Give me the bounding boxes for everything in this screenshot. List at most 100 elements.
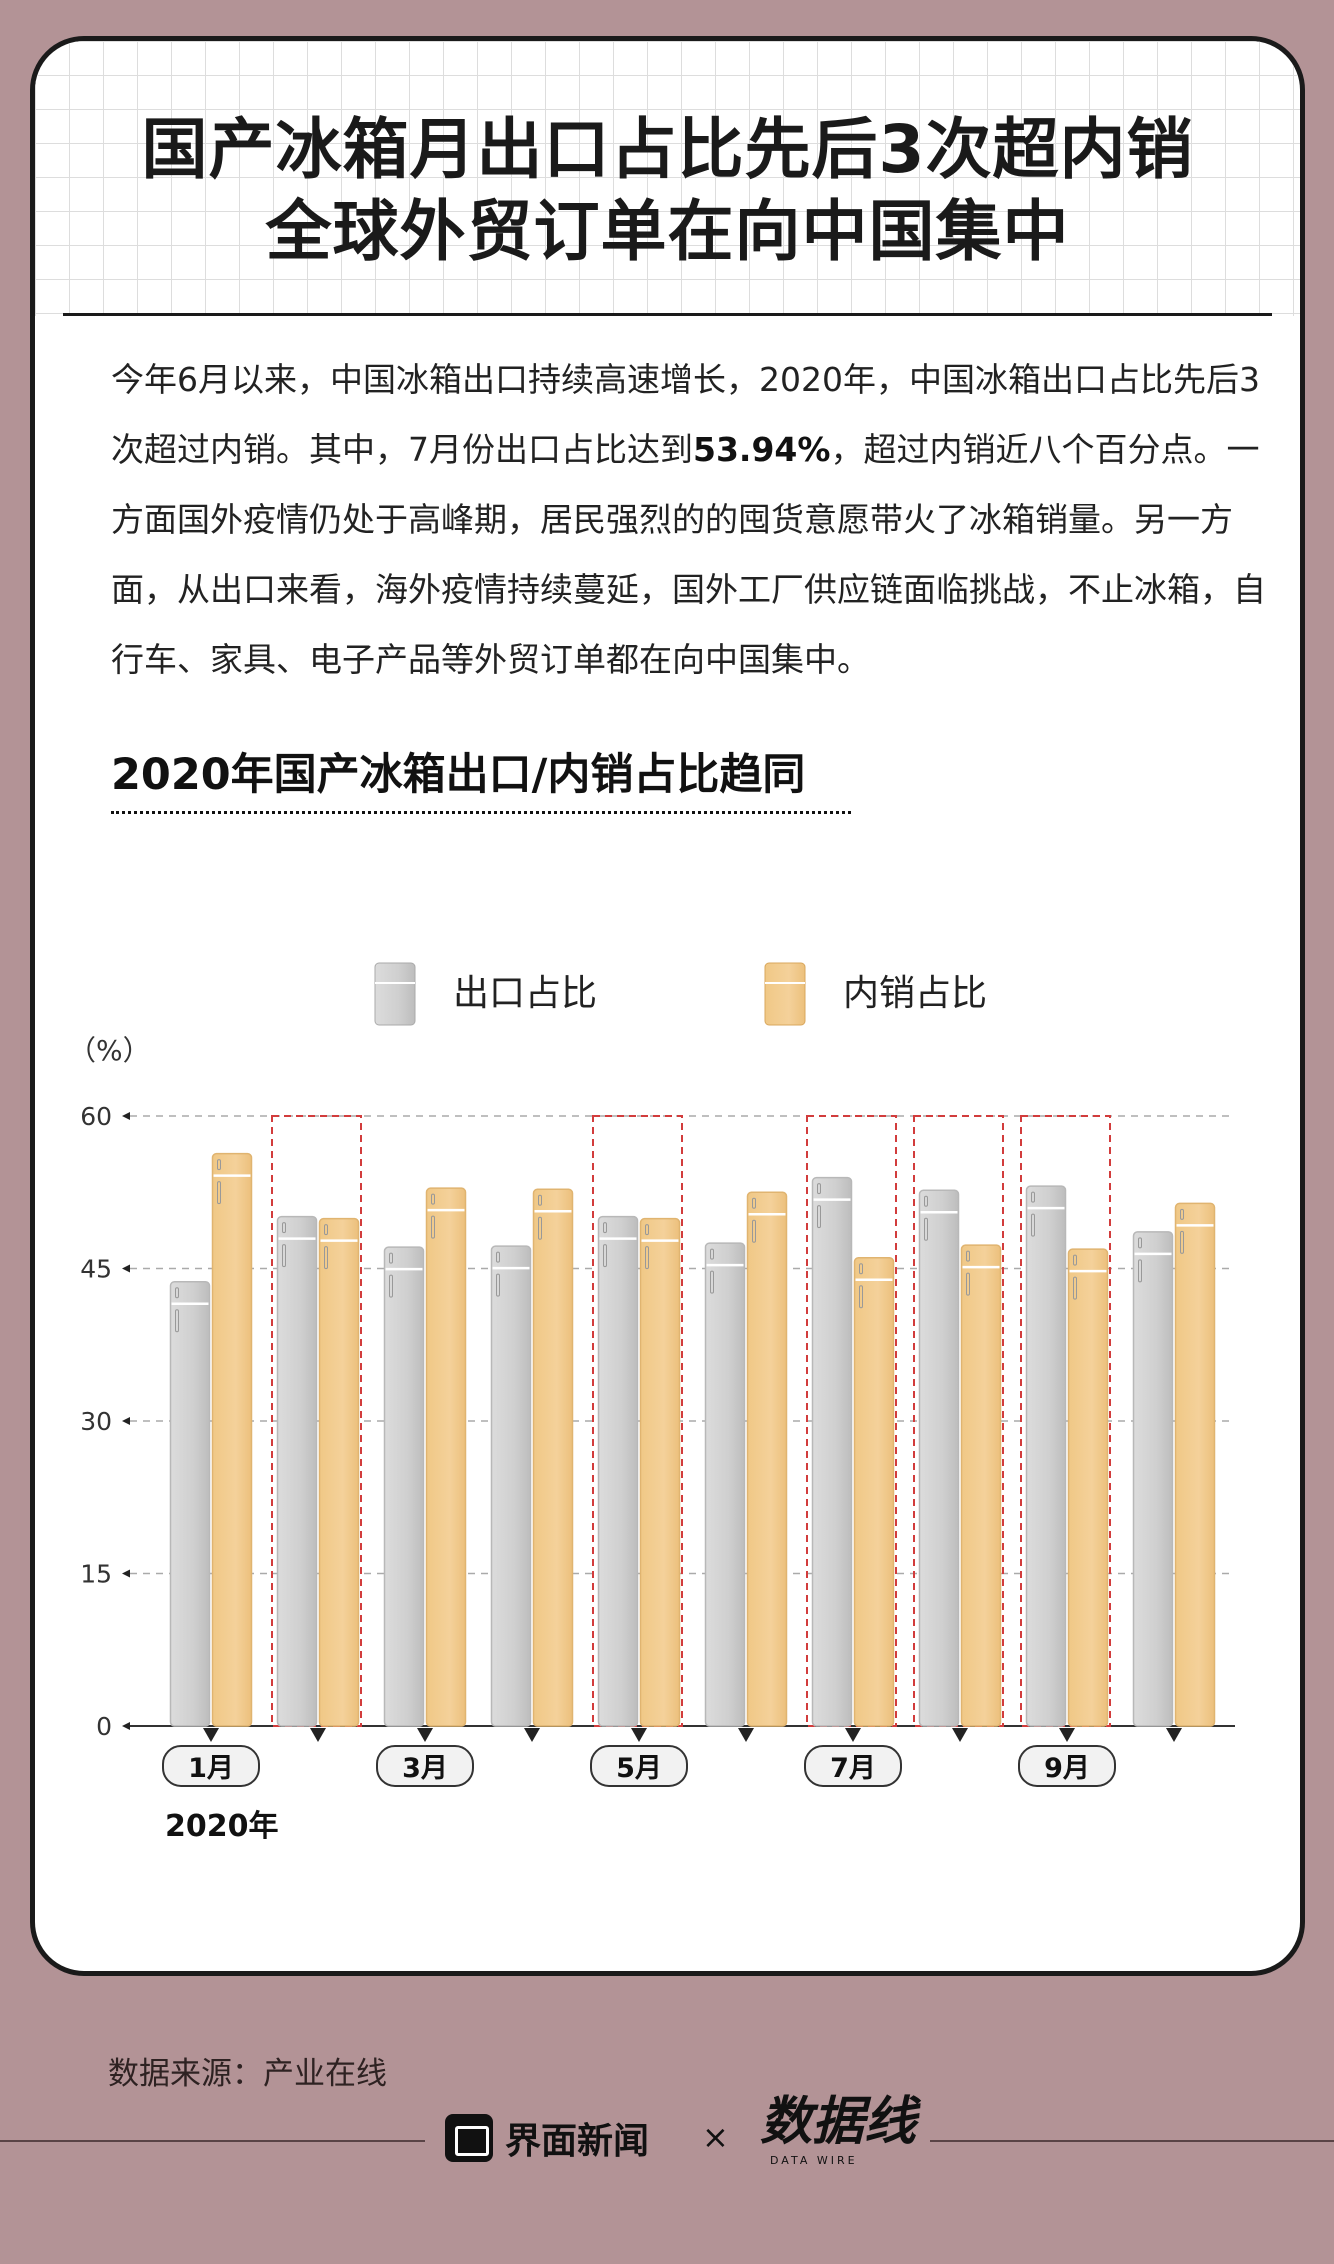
bar-fridge-handle	[538, 1194, 542, 1206]
bar-domestic	[853, 1256, 895, 1727]
bar-fridge-handle	[966, 1272, 970, 1296]
bar-fridge-handle	[817, 1205, 821, 1229]
bar-fridge-handle	[1073, 1276, 1077, 1300]
y-tick-marker	[122, 1264, 130, 1273]
month-pill	[590, 1745, 688, 1787]
bar-fridge-handle	[859, 1285, 863, 1309]
x-axis-year-label: 2020年	[165, 1809, 279, 1844]
x-tick-marker	[310, 1728, 326, 1742]
x-tick-marker	[417, 1728, 433, 1742]
x-tick-marker	[1166, 1728, 1182, 1742]
intro-section: 今年6月以来，中国冰箱出口持续高速增长，2020年，中国冰箱出口占比先后3次超过…	[111, 345, 1271, 814]
bar-fridge-handle	[282, 1222, 286, 1234]
y-tick-label: 45	[80, 1255, 112, 1284]
chart-title-underline	[111, 811, 851, 814]
bar-fridge-handle	[752, 1219, 756, 1243]
bar-domestic	[639, 1217, 681, 1727]
bar-fridge-handle	[389, 1274, 393, 1298]
bar-domestic	[532, 1188, 574, 1727]
bar-export	[811, 1176, 853, 1727]
bar-fridge-handle	[966, 1250, 970, 1262]
bar-domestic	[211, 1152, 253, 1727]
bar-export	[169, 1280, 211, 1727]
datawire-logo: 数据线 DATA WIRE	[760, 2092, 916, 2168]
jiemian-logo: 界面新闻	[445, 2112, 649, 2164]
bar-export	[276, 1215, 318, 1727]
bar-fridge-handle	[817, 1183, 821, 1195]
bar-fridge-handle	[924, 1195, 928, 1207]
jiemian-logo-icon	[445, 2114, 493, 2162]
legend-fridge-icon	[764, 962, 806, 1026]
y-tick-marker	[122, 1722, 130, 1730]
y-tick-label: 60	[80, 1102, 112, 1131]
highlight-box	[271, 1115, 362, 1727]
footer-line-right	[930, 2140, 1334, 2142]
intro-text-2: ，超过内销近八个百分点。一方面国外疫情仍处于高峰期，居民强烈的的囤货意愿带火了冰…	[111, 430, 1266, 679]
bar-fridge-handle	[645, 1224, 649, 1236]
y-tick-marker	[122, 1417, 130, 1425]
bar-chart: （%） 0 15 30 45 60 出口占比 内销占比 1月 3月 5月 7月 9月 2020年	[68, 962, 1235, 1844]
datawire-logo-sub: DATA WIRE	[770, 2154, 858, 2167]
bar-fridge-handle	[710, 1270, 714, 1294]
intro-text-1: 今年6月以来，中国冰箱出口持续高速增长，2020年，中国冰箱出口占比先后3次超过…	[111, 360, 1260, 469]
bar-fridge-handle	[282, 1244, 286, 1268]
bar-fridge-handle	[1073, 1254, 1077, 1266]
bar-domestic	[1174, 1202, 1216, 1727]
jiemian-logo-text: 界面新闻	[505, 2121, 650, 2162]
bar-export	[490, 1245, 532, 1727]
title-grid-background	[35, 41, 1300, 316]
legend-label: 出口占比	[453, 973, 597, 1014]
bar-fridge-handle	[324, 1224, 328, 1236]
intro-paragraph: 今年6月以来，中国冰箱出口持续高速增长，2020年，中国冰箱出口占比先后3次超过…	[111, 345, 1271, 695]
x-tick-marker	[631, 1728, 647, 1742]
bar-fridge-handle	[752, 1197, 756, 1209]
bar-domestic	[960, 1244, 1002, 1727]
bar-fridge-handle	[1031, 1213, 1035, 1237]
x-tick-marker	[952, 1728, 968, 1742]
bar-fridge-handle	[859, 1263, 863, 1275]
month-pill	[376, 1745, 474, 1787]
x-tick-marker	[203, 1728, 219, 1742]
bar-fridge-handle	[175, 1287, 179, 1299]
bar-fridge-handle	[1138, 1237, 1142, 1249]
bar-fridge-handle	[431, 1193, 435, 1205]
x-tick-label: 1月	[188, 1753, 234, 1784]
times-sign: ×	[702, 2118, 729, 2156]
y-tick-label: 0	[96, 1712, 112, 1741]
bar-fridge-handle	[538, 1216, 542, 1240]
bar-fridge-handle	[710, 1248, 714, 1260]
bar-fridge-handle	[1180, 1208, 1184, 1220]
data-source: 数据来源：产业在线	[108, 2056, 387, 2092]
bar-fridge-handle	[496, 1251, 500, 1263]
x-tick-marker	[845, 1728, 861, 1742]
bar-fridge-handle	[217, 1159, 221, 1171]
highlight-box	[592, 1115, 683, 1727]
bar-fridge-handle	[175, 1309, 179, 1333]
x-tick-label: 9月	[1044, 1753, 1090, 1784]
month-pill	[162, 1745, 260, 1787]
bar-fridge-handle	[924, 1217, 928, 1241]
bar-fridge-handle	[431, 1215, 435, 1239]
bar-domestic	[318, 1217, 360, 1727]
title-line-2: 全球外贸订单在向中国集中	[265, 193, 1070, 270]
bar-export	[383, 1246, 425, 1727]
x-tick-marker	[738, 1728, 754, 1742]
x-tick-label: 3月	[402, 1753, 448, 1784]
bar-export	[597, 1215, 639, 1727]
legend-fridge-icon	[374, 962, 416, 1026]
datawire-logo-text: 数据线	[760, 2092, 917, 2152]
y-tick-label: 30	[80, 1407, 112, 1436]
x-tick-label: 5月	[616, 1753, 662, 1784]
legend-label: 内销占比	[843, 973, 987, 1014]
highlight-box	[806, 1115, 897, 1727]
month-pill	[1018, 1745, 1116, 1787]
bar-fridge-handle	[496, 1273, 500, 1297]
bar-export	[1132, 1231, 1174, 1727]
x-tick-marker	[524, 1728, 540, 1742]
bar-domestic	[425, 1187, 467, 1727]
bar-fridge-handle	[324, 1246, 328, 1270]
title-divider	[63, 313, 1272, 316]
x-tick-label: 7月	[830, 1753, 876, 1784]
y-axis-label: （%）	[68, 1034, 151, 1067]
bar-fridge-handle	[645, 1246, 649, 1270]
